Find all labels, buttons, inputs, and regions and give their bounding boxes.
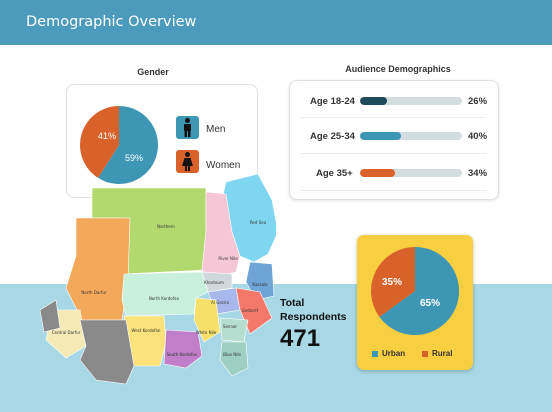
map-region-west-darfur <box>39 299 61 333</box>
map-region-south-darfur <box>79 319 135 385</box>
map-region-river-nile <box>201 191 241 279</box>
location-pie-chart: 35% 65% <box>370 247 459 335</box>
divider <box>300 117 486 118</box>
gender-slice-men <box>98 106 158 184</box>
map-label: Sennar <box>223 324 238 329</box>
location-slice-rural <box>370 247 415 317</box>
woman-icon <box>176 150 199 173</box>
location-rural-pct: 35% <box>382 277 402 288</box>
map-label: Blue Nile <box>223 352 241 357</box>
age-label: Age 18-24 <box>310 96 355 107</box>
map-region-north-kordofan <box>121 271 209 317</box>
age-bar-fill <box>360 132 401 140</box>
age-pct: 34% <box>468 168 488 179</box>
age-label: Age 35+ <box>316 168 353 179</box>
legend-rural: Rural <box>422 349 452 358</box>
legend-swatch-rural <box>422 350 428 357</box>
map-label: Khartoum <box>204 280 224 285</box>
age-label: Age 25-34 <box>310 131 355 142</box>
map-label: North Kordofan <box>149 296 180 301</box>
map-label: Red Sea <box>250 220 267 225</box>
gender-title: Gender <box>137 67 169 77</box>
man-icon <box>176 116 199 139</box>
location-slice-urban <box>379 247 459 335</box>
age-pct: 40% <box>468 131 488 142</box>
map-region-sennar <box>219 317 249 343</box>
map-region-kassala <box>245 261 275 301</box>
legend-swatch-urban <box>372 350 378 357</box>
legend-label-urban: Urban <box>382 349 406 358</box>
gender-pie-chart: 41% 59% <box>80 106 158 184</box>
map-region-blue-nile <box>219 341 249 377</box>
divider <box>300 153 486 154</box>
map-label: Al Gezira <box>211 300 230 305</box>
region-map: Northern Red Sea River Nile Khartoum Kas… <box>39 173 276 385</box>
age-bar-fill <box>360 169 395 177</box>
men-label: Men <box>206 124 226 135</box>
audience-title: Audience Demographics <box>345 64 451 74</box>
page-title: Demographic Overview <box>26 14 197 30</box>
map-label: South Kordofan <box>167 352 198 357</box>
age-bar-track <box>360 132 462 140</box>
location-urban-pct: 65% <box>420 298 440 309</box>
gender-women-pct: 41% <box>98 131 116 141</box>
map-label: Gedaref <box>242 308 259 313</box>
map-region-south-kordofan <box>163 329 203 369</box>
legend-urban: Urban <box>372 349 405 358</box>
map-label: West Kordofan <box>132 328 161 333</box>
divider <box>300 190 486 191</box>
gender-men-pct: 59% <box>125 153 143 163</box>
age-bar-fill <box>360 97 387 105</box>
map-label: White Nile <box>196 330 217 335</box>
map-label: North Darfur <box>81 290 107 295</box>
age-bar-track <box>360 169 462 177</box>
map-label: Kassala <box>252 282 268 287</box>
map-label: Northern <box>157 224 175 229</box>
total-respondents-value: 471 <box>280 325 321 352</box>
map-region-north-darfur <box>65 217 131 321</box>
map-label: River Nile <box>218 256 238 261</box>
age-bar-track <box>360 97 462 105</box>
map-label: Central Darfur <box>52 330 81 335</box>
gender-slice-women <box>80 106 119 178</box>
age-pct: 26% <box>468 96 488 107</box>
map-region-gedaref <box>235 287 273 335</box>
total-respondents-label: Total Respondents <box>280 297 347 323</box>
map-region-white-nile <box>193 297 221 343</box>
women-label: Women <box>206 160 241 171</box>
header-bar: Demographic Overview <box>0 0 552 45</box>
legend-label-rural: Rural <box>432 349 453 358</box>
